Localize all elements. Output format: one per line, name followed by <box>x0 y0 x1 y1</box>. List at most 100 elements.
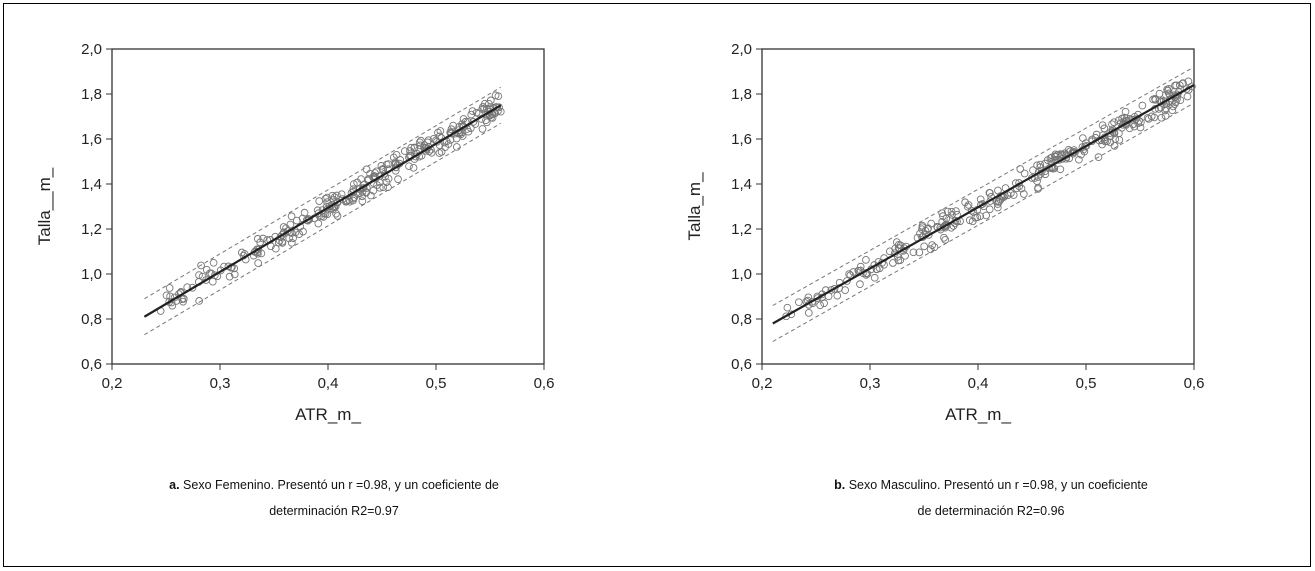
data-point <box>843 277 851 285</box>
y-tick-label: 1,8 <box>81 86 102 103</box>
data-point <box>948 210 956 219</box>
data-point <box>491 91 500 100</box>
prediction-band-lower <box>144 122 502 336</box>
data-point <box>967 206 976 215</box>
caption-a-line1: Sexo Femenino. Presentó un r =0.98, y un… <box>179 478 499 492</box>
data-point <box>210 271 219 280</box>
data-point <box>1155 89 1164 98</box>
prediction-band-upper <box>144 86 502 300</box>
data-point <box>287 238 296 247</box>
data-point <box>300 208 309 217</box>
data-point <box>856 280 864 289</box>
data-point <box>391 163 400 172</box>
data-point <box>480 104 489 113</box>
x-tick-label: 0,2 <box>102 375 123 392</box>
data-point <box>870 273 879 282</box>
data-point <box>1033 177 1041 186</box>
y-tick-label: 2,0 <box>81 41 102 58</box>
data-point <box>862 256 870 264</box>
data-point <box>1053 151 1062 159</box>
data-point <box>375 183 384 192</box>
data-point <box>849 268 858 276</box>
data-point <box>295 230 304 239</box>
data-point <box>409 163 418 172</box>
y-tick-label: 1,0 <box>81 266 102 283</box>
data-point <box>1041 159 1050 168</box>
data-point <box>845 270 853 278</box>
data-point <box>482 118 491 127</box>
regression-line <box>772 84 1195 325</box>
data-point <box>930 243 939 251</box>
data-point <box>328 191 337 200</box>
data-point <box>1101 137 1109 146</box>
data-point <box>909 248 918 257</box>
data-point <box>237 248 246 257</box>
y-tick-label: 1,8 <box>731 86 752 103</box>
data-point <box>315 197 324 205</box>
data-point <box>407 143 415 152</box>
data-point <box>195 297 204 305</box>
data-point <box>1183 92 1192 101</box>
data-point <box>278 237 286 246</box>
data-point <box>986 189 994 197</box>
data-point <box>827 286 836 294</box>
x-axis-label: ATR_m_ <box>945 405 1011 424</box>
y-axis-label: Talla_m_ <box>685 172 704 241</box>
data-point <box>928 241 936 249</box>
caption-b-line1: Sexo Masculino. Presentó un r =0.98, y u… <box>845 478 1148 492</box>
data-point <box>886 247 894 256</box>
data-point <box>179 297 187 306</box>
data-point <box>1143 114 1152 122</box>
data-point <box>452 143 461 151</box>
data-point <box>302 216 311 224</box>
data-point <box>938 209 946 217</box>
data-point <box>1094 153 1103 161</box>
data-point <box>279 223 288 231</box>
data-point <box>392 150 401 159</box>
data-point <box>875 264 884 273</box>
data-point <box>289 234 297 242</box>
data-point <box>285 234 294 243</box>
data-point <box>367 191 375 200</box>
data-point <box>920 242 929 251</box>
data-point <box>1136 118 1145 127</box>
caption-b-prefix: b. <box>834 478 846 492</box>
data-point <box>195 271 203 279</box>
x-tick-label: 0,3 <box>210 375 231 392</box>
data-point <box>1168 106 1177 115</box>
data-point <box>1092 130 1101 139</box>
data-point <box>783 303 792 312</box>
data-point <box>369 186 378 195</box>
data-point <box>333 212 342 220</box>
data-point <box>254 259 263 267</box>
data-point <box>378 165 387 173</box>
data-points <box>156 91 505 315</box>
data-point <box>1075 155 1083 164</box>
data-point <box>804 293 813 302</box>
data-point <box>1169 102 1177 111</box>
caption-a: a. Sexo Femenino. Presentó un r =0.98, y… <box>54 472 614 524</box>
data-point <box>271 244 280 253</box>
data-point <box>188 283 197 292</box>
data-point <box>804 309 813 317</box>
data-point <box>377 162 386 170</box>
data-point <box>380 169 389 178</box>
data-point <box>209 258 218 267</box>
data-point <box>965 216 974 225</box>
data-point <box>915 248 924 257</box>
data-point <box>415 138 424 147</box>
caption-a-prefix: a. <box>169 478 180 492</box>
data-point <box>1138 101 1147 110</box>
data-point <box>1020 169 1029 178</box>
data-point <box>1173 90 1181 99</box>
data-point <box>942 214 951 223</box>
data-point <box>323 198 331 206</box>
data-point <box>830 285 839 293</box>
data-point <box>299 227 307 236</box>
data-point <box>1108 127 1117 136</box>
x-tick-label: 0,2 <box>752 375 773 392</box>
x-tick-label: 0,4 <box>318 375 339 392</box>
y-tick-label: 1,0 <box>731 266 752 283</box>
regression-line <box>143 104 502 318</box>
prediction-band-lower <box>772 102 1195 342</box>
